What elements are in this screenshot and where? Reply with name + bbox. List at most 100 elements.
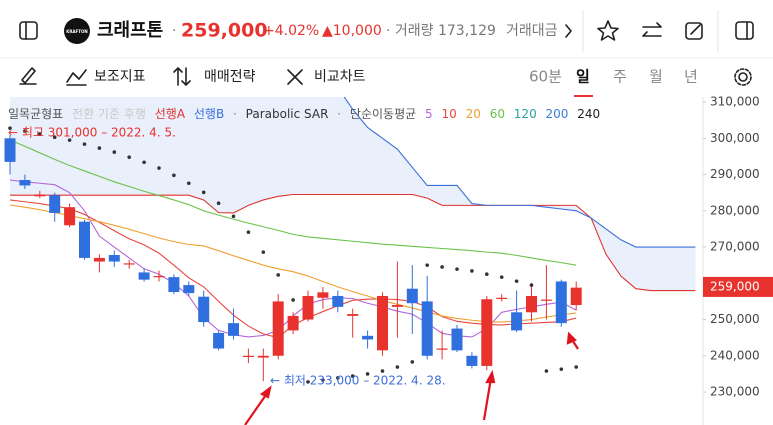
candle-body [228, 323, 239, 336]
candle-body [138, 272, 150, 280]
candle-body [4, 138, 16, 162]
candle-body [362, 335, 374, 340]
candle-body [123, 263, 135, 265]
logo [64, 18, 90, 44]
sar-dot [574, 365, 578, 369]
candle-body [406, 288, 418, 304]
y-axis: 310,000 300,000 290,000 280,000 270,000 250,0… [703, 95, 773, 399]
swap-icon[interactable] [642, 22, 662, 37]
header: KRAFTON 크래프톤 · 259,000 +4.02% ▲10,000 · … [19, 10, 754, 52]
sar-dot [306, 380, 310, 384]
candle-body [19, 179, 31, 186]
change: ▲10,000 [322, 23, 382, 39]
sar-dot [231, 214, 236, 219]
span-line [343, 97, 696, 248]
period-active[interactable]: 일 [576, 68, 590, 86]
candle-body [436, 348, 448, 350]
legend-ma-item: 60 [490, 107, 505, 121]
legend-span-a: 선행A [155, 106, 186, 121]
volume: · 거래량 173,129 [386, 23, 496, 39]
sar-dot [514, 279, 519, 283]
toolbar-item[interactable]: 보조지표 [94, 69, 146, 85]
candle-body [496, 297, 508, 299]
candle-body [213, 332, 225, 349]
sar-dot [321, 378, 325, 382]
draw-icon[interactable] [19, 67, 37, 85]
period[interactable]: 주 [613, 68, 627, 86]
indicator-icon [66, 69, 87, 86]
legend-span-b: 선행B [194, 106, 224, 121]
period-underline [574, 95, 593, 97]
edit-icon[interactable] [685, 22, 703, 40]
sar-dot [142, 160, 146, 165]
callout-arrows [244, 331, 579, 425]
arrow-head [259, 385, 272, 399]
sar-dot [291, 298, 295, 302]
candle-body [347, 314, 359, 316]
candle-body [421, 301, 433, 356]
sar-dot [187, 181, 191, 186]
legend-ma-item: 120 [514, 107, 537, 121]
sar-dot [67, 138, 72, 142]
arrow-head [485, 369, 496, 384]
period[interactable]: 60분 [529, 68, 562, 86]
period[interactable]: 월 [649, 68, 663, 86]
edit-icon-pen [690, 24, 701, 35]
candle-body [34, 194, 46, 197]
y-tick-label: 300,000 [710, 131, 760, 145]
sar-dot [410, 360, 415, 364]
y-tick-label: 280,000 [710, 203, 760, 217]
y-tick-label: 240,000 [710, 348, 760, 362]
settings-icon[interactable] [738, 72, 748, 82]
strategy-icon [173, 67, 191, 86]
sar-dot [559, 367, 564, 371]
arrow-head [566, 331, 577, 345]
current-price-label: 259,000 [710, 279, 760, 293]
stock-name: 크래프톤 [97, 20, 163, 41]
candle-body [555, 281, 567, 324]
toolbar-item[interactable]: 매매전략 [204, 69, 256, 85]
candle-body [302, 295, 314, 320]
sar-dot [216, 201, 221, 205]
ma-line [9, 139, 577, 266]
toolbar-item[interactable]: 비교차트 [314, 69, 366, 85]
high-annotation: ← 최고 301,000 – 2022. 4. 5. [8, 126, 176, 140]
legend-ma-item: 20 [466, 107, 481, 121]
sar-dot [38, 132, 42, 136]
logo-text: KRAFTON [66, 29, 87, 34]
legend-faded: 전환 기준 후행 [72, 106, 146, 121]
candle-body [242, 355, 254, 357]
sar-dot [82, 142, 87, 146]
period[interactable]: 년 [684, 68, 698, 86]
candle-body [64, 207, 76, 226]
candle-body [466, 355, 478, 366]
candle-body [93, 257, 105, 262]
toolbar: 보조지표 매매전략 비교차트 60분 일 주 월 년 [19, 67, 752, 97]
sar-dot [350, 374, 355, 378]
sidebar-icon[interactable] [19, 21, 38, 40]
y-tick-label: 310,000 [710, 95, 760, 109]
legend-ma-item: 240 [577, 107, 600, 121]
candle-body [79, 221, 90, 258]
sar-dot [23, 129, 27, 133]
star-icon[interactable] [597, 20, 619, 41]
candle-body [108, 255, 120, 262]
separator: · [172, 23, 176, 39]
sar-dot [529, 283, 534, 287]
candle-body [332, 295, 344, 307]
panel-icon[interactable] [735, 21, 754, 40]
y-tick-label: 250,000 [710, 312, 760, 326]
candle-body [153, 276, 165, 278]
candle-body [287, 315, 299, 331]
sar-dot [499, 275, 504, 279]
sar-dot [336, 376, 340, 380]
compare-icon [287, 69, 303, 85]
more-arrow[interactable] [565, 24, 572, 38]
candle-body [526, 295, 537, 313]
current-price-box [703, 276, 773, 297]
sar-dot [380, 369, 385, 373]
legend-ma-item: 5 [425, 107, 433, 121]
candle-body [481, 299, 493, 366]
sar-dot [365, 372, 370, 376]
